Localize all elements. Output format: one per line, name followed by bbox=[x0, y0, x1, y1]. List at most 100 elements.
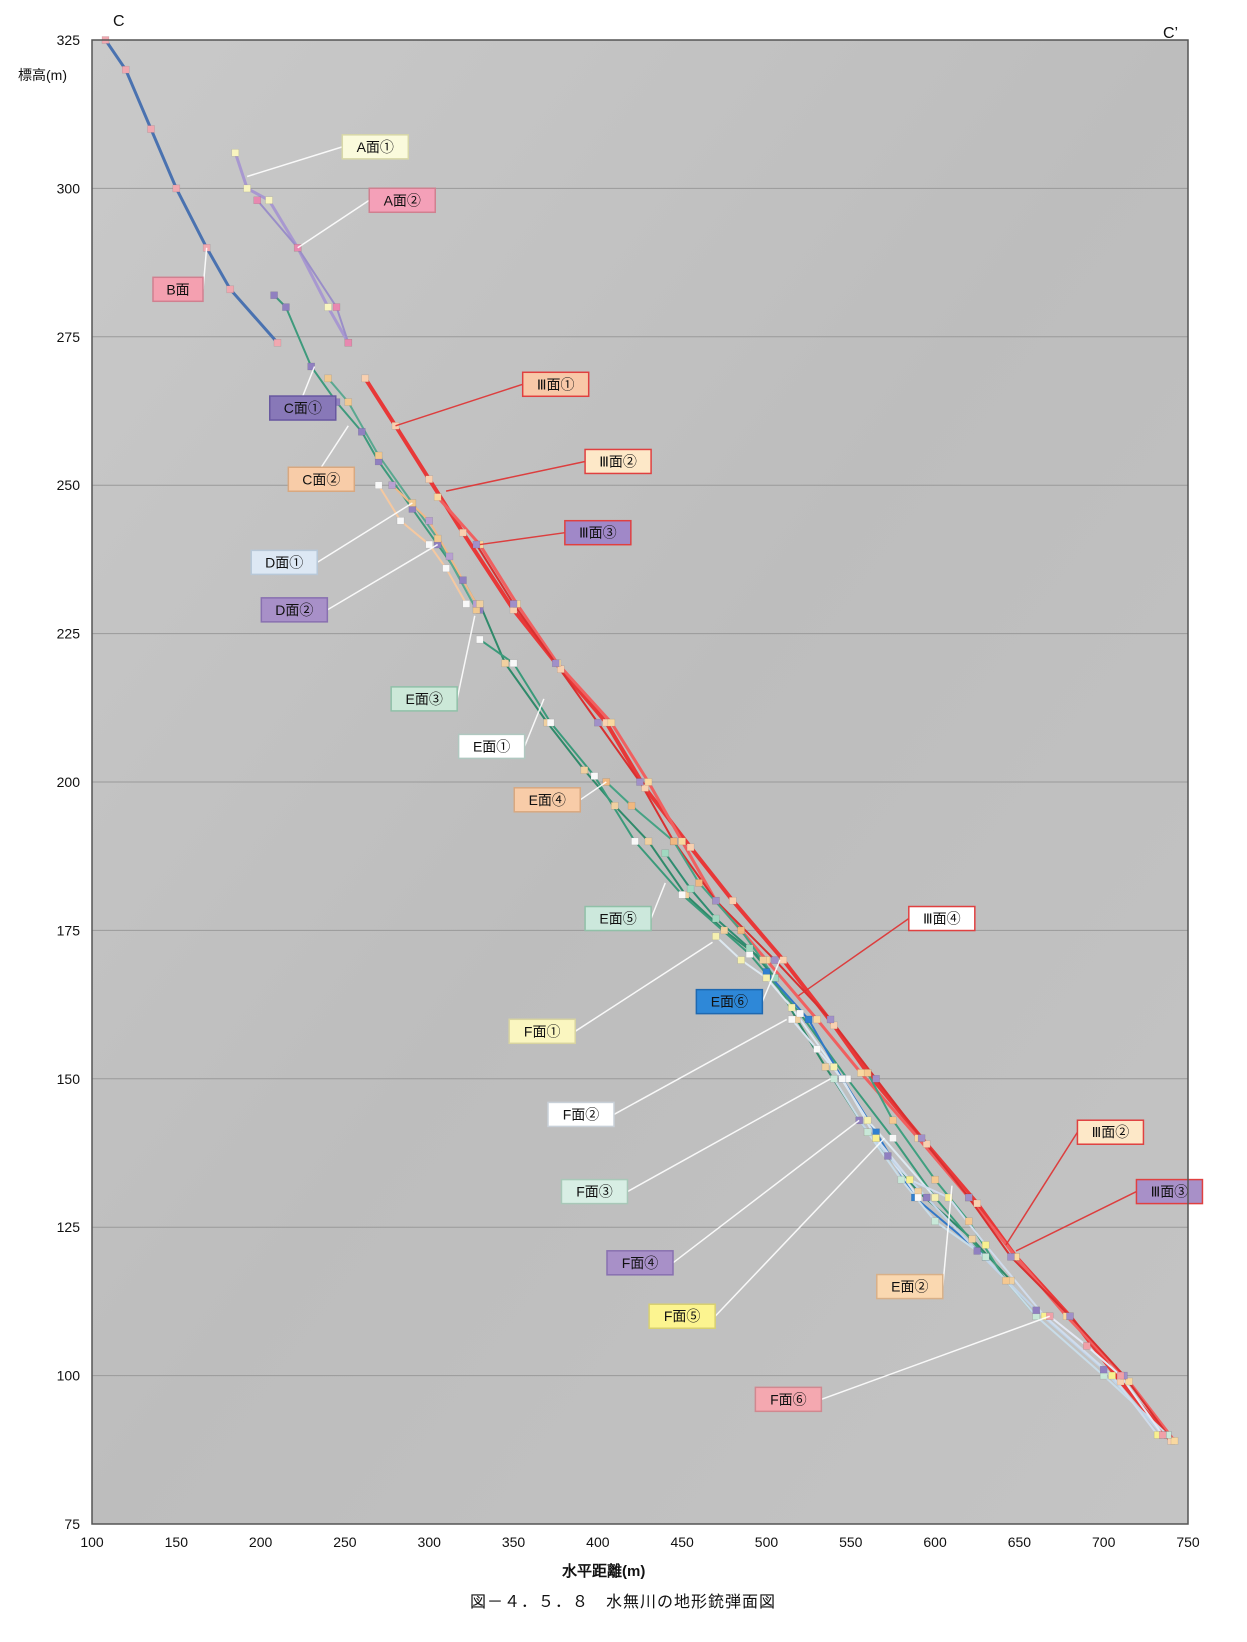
data-point bbox=[358, 428, 366, 436]
data-point bbox=[745, 944, 754, 952]
data-point bbox=[737, 926, 745, 935]
y-tick-label: 200 bbox=[57, 774, 81, 790]
data-point bbox=[788, 1003, 796, 1012]
data-point bbox=[1083, 1342, 1091, 1350]
annotation-label: F面② bbox=[563, 1106, 600, 1122]
data-point bbox=[594, 718, 602, 727]
annotation-box bbox=[695, 988, 764, 1015]
leader-line bbox=[1005, 1131, 1079, 1246]
annotation-box bbox=[287, 466, 356, 493]
data-point bbox=[686, 885, 695, 893]
data-point bbox=[889, 1134, 897, 1142]
annotation-label: Ⅲ面④ bbox=[923, 911, 961, 927]
data-point bbox=[273, 338, 282, 347]
x-axis-label: 水平距離(m) bbox=[562, 1562, 645, 1580]
data-point bbox=[788, 1015, 796, 1024]
annotation-box bbox=[547, 1101, 615, 1128]
annotation-box bbox=[508, 1018, 576, 1045]
data-point bbox=[669, 837, 678, 846]
data-point bbox=[462, 600, 471, 608]
leader-line bbox=[456, 615, 476, 700]
leader-line bbox=[579, 781, 607, 801]
y-tick-label: 100 bbox=[57, 1368, 81, 1384]
data-point bbox=[433, 493, 442, 501]
annotation-label: F面① bbox=[524, 1023, 561, 1039]
data-point bbox=[324, 303, 332, 311]
leader-line bbox=[942, 1185, 953, 1287]
data-point bbox=[1007, 1253, 1015, 1261]
y-tick-label: 150 bbox=[57, 1071, 81, 1087]
data-point bbox=[147, 125, 155, 133]
data-point bbox=[712, 896, 720, 905]
data-point bbox=[686, 843, 695, 852]
topographic-section-chart: A面① A面② B面 C面① C面② Ⅲ面① Ⅲ面② Ⅲ面③ D面① D面② E面③ E面① E面④ E面… bbox=[18, 13, 1204, 1580]
annotation-box bbox=[390, 686, 458, 712]
series-line-13 bbox=[605, 781, 776, 979]
x-tick-label: 100 bbox=[80, 1534, 104, 1550]
x-tick-label: 650 bbox=[1008, 1534, 1032, 1550]
annotation-box bbox=[648, 1303, 716, 1329]
leader-line bbox=[479, 531, 565, 546]
data-point bbox=[771, 956, 779, 964]
label-layer: A面① A面② B面 C面① C面② Ⅲ面① Ⅲ面② Ⅲ面③ D面① D面② E面③ E面① E面④ E面… bbox=[152, 134, 1204, 1413]
annotation-label: Ⅲ面③ bbox=[1151, 1184, 1189, 1200]
data-point bbox=[344, 338, 353, 347]
data-point bbox=[863, 1069, 872, 1077]
leader-line bbox=[297, 199, 370, 249]
x-tick-label: 250 bbox=[333, 1534, 357, 1550]
data-point bbox=[779, 956, 788, 964]
data-point bbox=[1099, 1365, 1108, 1374]
data-point bbox=[433, 534, 442, 543]
data-point bbox=[906, 1175, 914, 1184]
leader-line bbox=[672, 1119, 860, 1264]
data-point bbox=[243, 184, 251, 193]
data-point bbox=[922, 1193, 931, 1202]
annotation-box bbox=[564, 519, 632, 546]
leader-line bbox=[714, 1137, 886, 1317]
data-point bbox=[838, 1075, 847, 1083]
annotation-box bbox=[908, 905, 976, 932]
annotation-box bbox=[513, 787, 582, 813]
data-point bbox=[231, 149, 240, 157]
leader-line bbox=[1015, 1190, 1137, 1252]
data-point bbox=[1158, 1431, 1167, 1439]
leader-line bbox=[395, 383, 523, 427]
data-point bbox=[737, 956, 745, 964]
leader-line bbox=[574, 941, 713, 1032]
x-tick-label: 200 bbox=[249, 1534, 273, 1550]
leader-line bbox=[326, 543, 439, 611]
data-point bbox=[897, 1175, 906, 1184]
data-point bbox=[872, 1134, 880, 1142]
data-point bbox=[889, 1116, 897, 1125]
leader-line bbox=[650, 882, 666, 919]
annotation-label: E面③ bbox=[406, 691, 443, 707]
data-point bbox=[472, 540, 481, 549]
data-point bbox=[973, 1199, 981, 1208]
annotation-box bbox=[560, 1178, 629, 1205]
data-point bbox=[307, 362, 315, 371]
x-tick-label: 400 bbox=[586, 1534, 610, 1550]
annotation-label: E面① bbox=[473, 738, 510, 754]
x-tick-label: 550 bbox=[839, 1534, 863, 1550]
leader-line bbox=[798, 917, 910, 997]
data-point bbox=[771, 974, 779, 982]
annotation-box bbox=[260, 597, 329, 623]
x-tick-label: 700 bbox=[1092, 1534, 1116, 1550]
leader-line bbox=[445, 460, 586, 492]
data-point bbox=[253, 196, 261, 205]
leader-layer bbox=[202, 146, 1137, 1401]
data-point bbox=[728, 896, 737, 905]
leader-line bbox=[627, 1078, 831, 1193]
annotation-box bbox=[250, 549, 318, 576]
data-point bbox=[981, 1241, 990, 1249]
annotation-label: F面⑤ bbox=[664, 1308, 701, 1324]
series-line-8 bbox=[475, 543, 1169, 1436]
x-tick-label: 150 bbox=[165, 1534, 189, 1550]
data-point bbox=[678, 837, 686, 846]
data-point bbox=[332, 303, 341, 311]
annotation-box bbox=[876, 1273, 944, 1300]
data-point bbox=[459, 528, 467, 537]
annotation-label: E面⑤ bbox=[599, 911, 636, 927]
y-tick-label: 125 bbox=[57, 1219, 81, 1235]
data-point bbox=[830, 1075, 838, 1083]
